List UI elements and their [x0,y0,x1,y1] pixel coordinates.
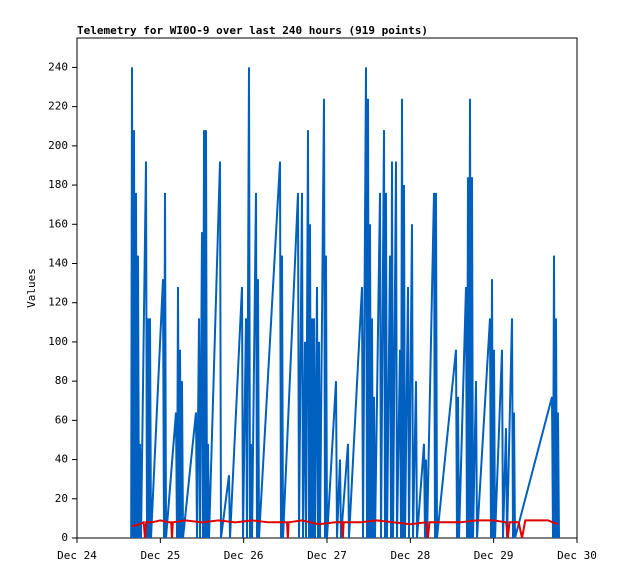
x-tick-label: Dec 25 [140,549,180,562]
y-tick-label: 20 [55,492,68,505]
chart-title: Telemetry for WI0O-9 over last 240 hours… [77,24,428,37]
y-tick-label: 180 [48,178,68,191]
y-tick-label: 0 [61,531,68,544]
data-line [131,519,559,539]
x-tick-label: Dec 24 [57,549,97,562]
y-tick-label: 80 [55,374,68,387]
x-tick-label: Dec 30 [557,549,597,562]
y-tick-label: 120 [48,296,68,309]
y-tick-label: 240 [48,60,68,73]
data-line [130,67,560,539]
y-tick-label: 40 [55,453,68,466]
y-tick-label: 220 [48,100,68,113]
y-tick-label: 160 [48,217,68,230]
y-tick-label: 140 [48,256,68,269]
y-axis-label: Values [25,268,38,308]
x-tick-label: Dec 26 [224,549,264,562]
x-tick-label: Dec 29 [474,549,514,562]
x-tick-label: Dec 27 [307,549,347,562]
x-tick-label: Dec 28 [390,549,430,562]
y-tick-label: 100 [48,335,68,348]
y-tick-label: 60 [55,413,68,426]
y-tick-label: 200 [48,139,68,152]
